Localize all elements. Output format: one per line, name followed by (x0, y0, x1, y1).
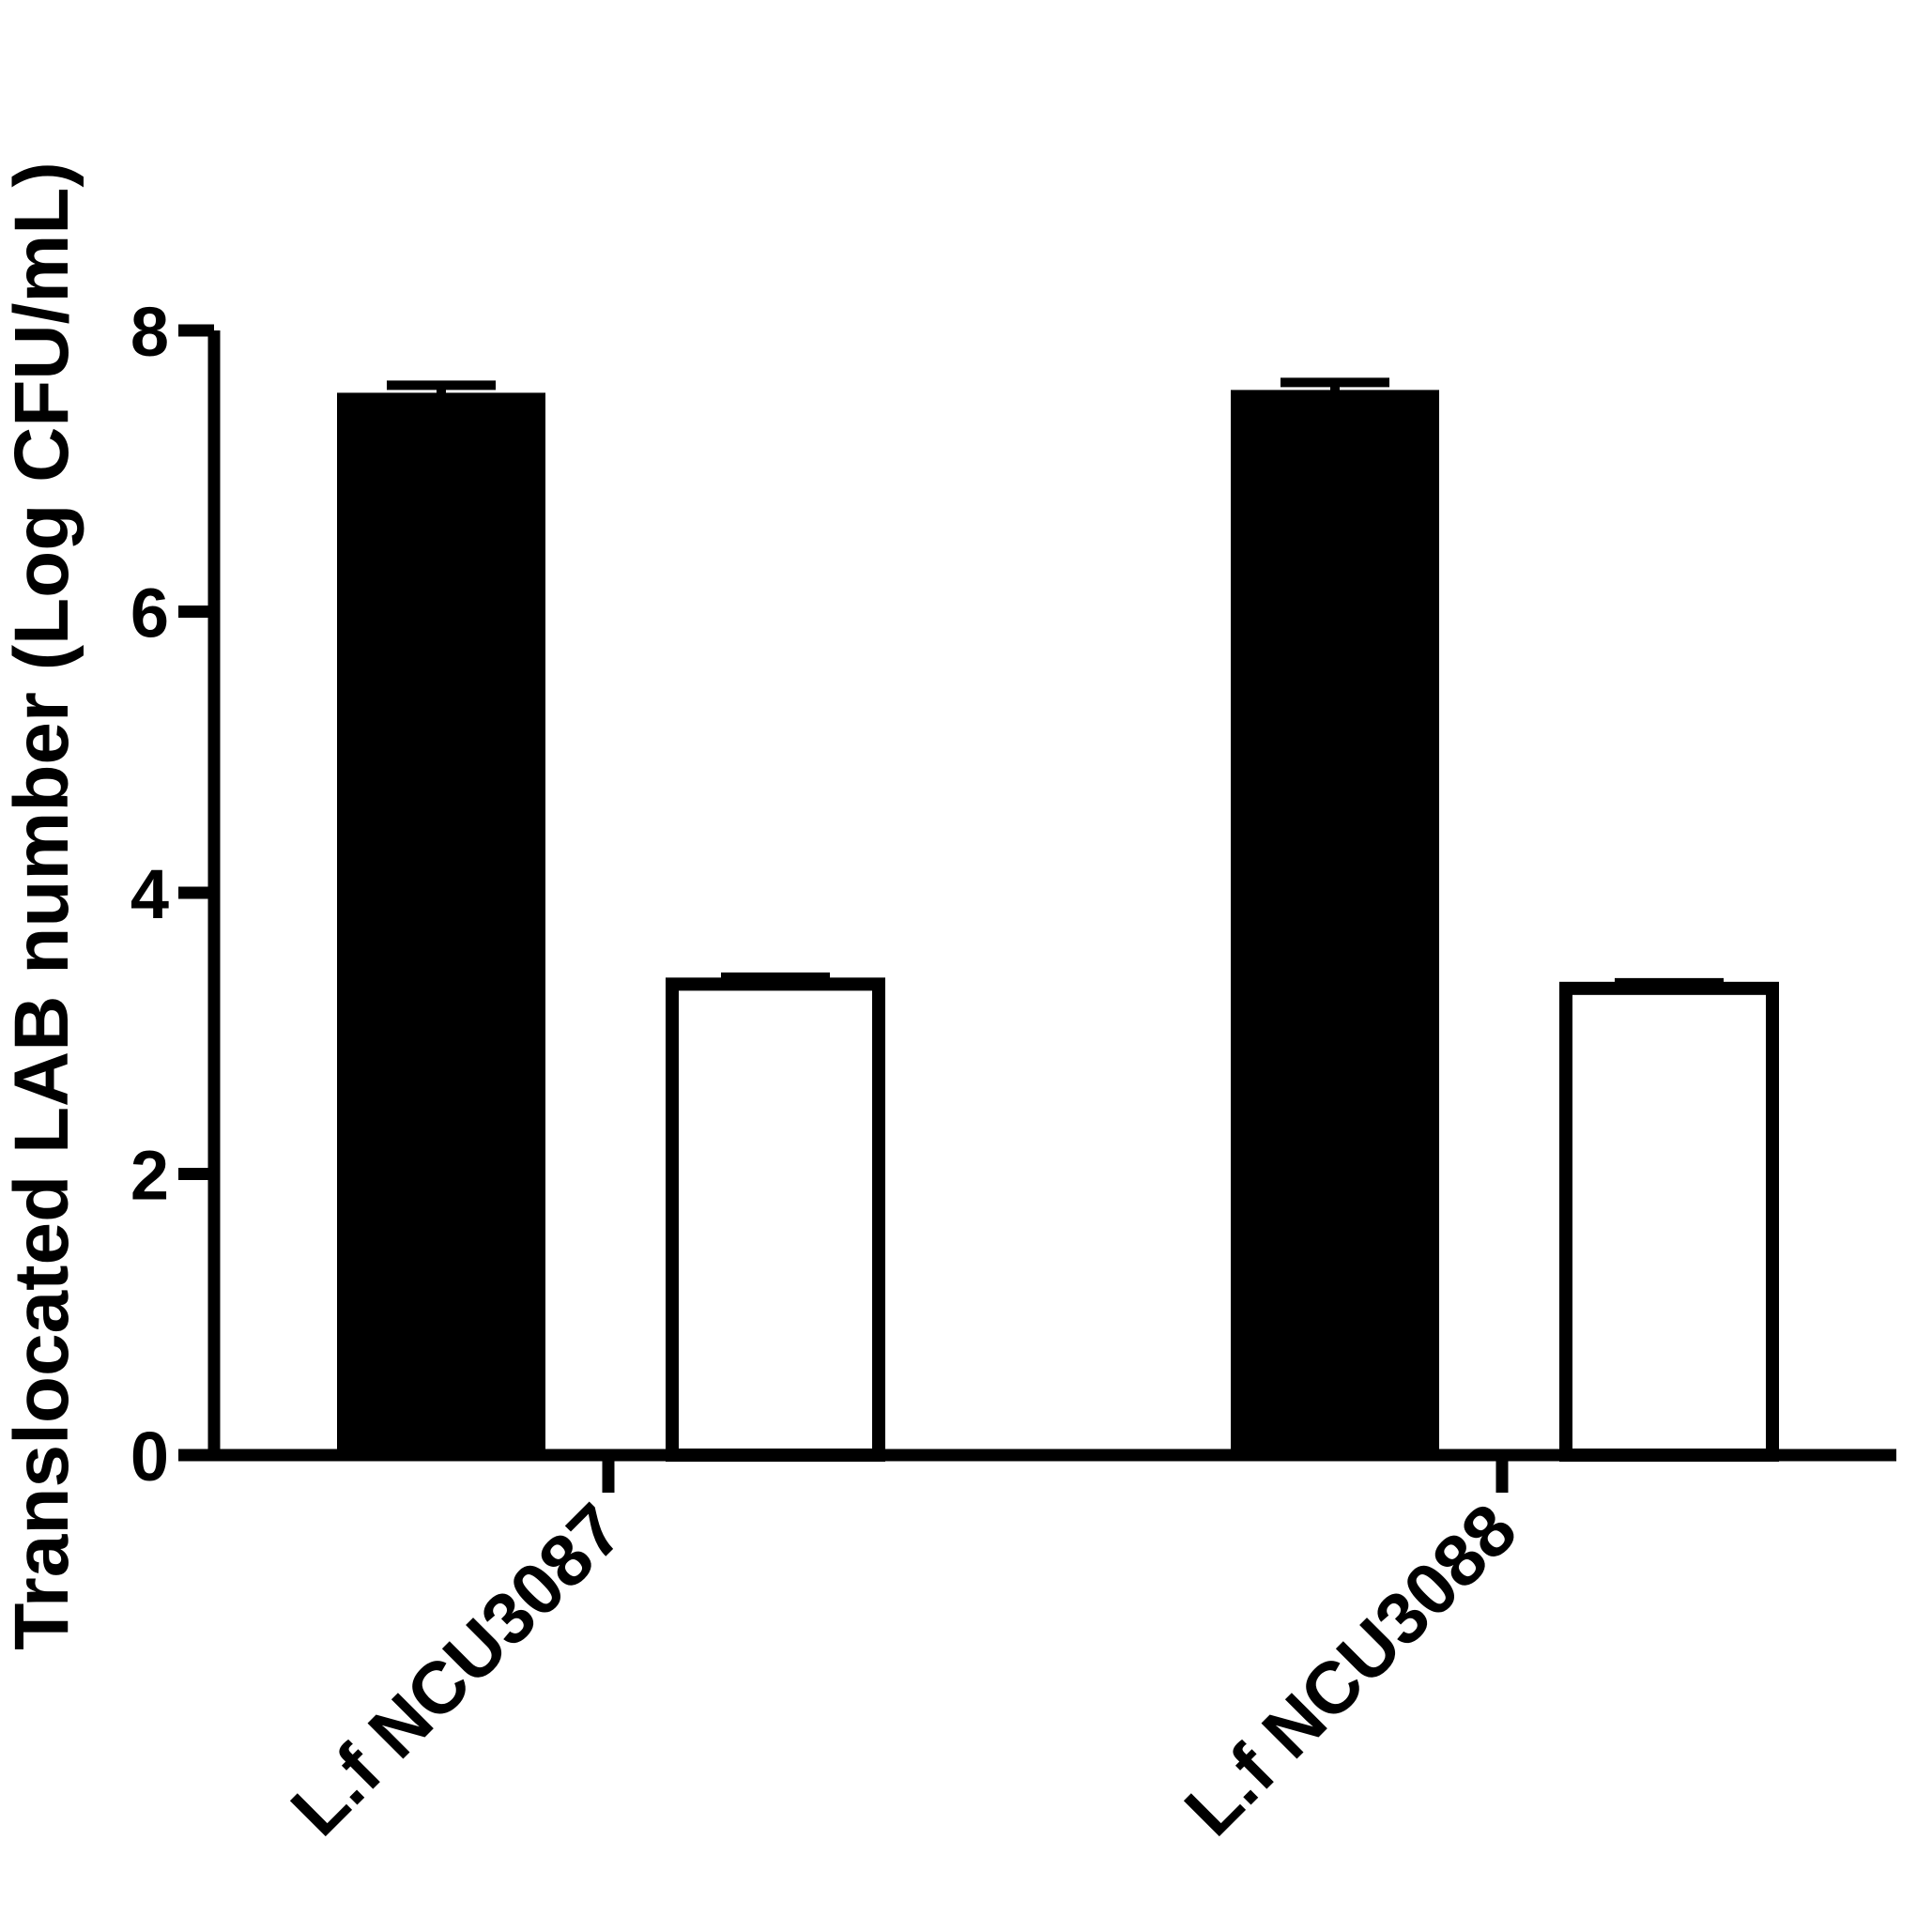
bars (337, 377, 1779, 1463)
bar (1231, 390, 1439, 1457)
bar (1559, 981, 1779, 1462)
bar (337, 392, 545, 1457)
y-tick-label: 2 (130, 1137, 169, 1215)
y-tick-label: 8 (130, 293, 169, 371)
y-tick-label: 6 (130, 575, 169, 652)
x-tick-label: L.f NCU3087 (275, 1488, 638, 1851)
bar (666, 977, 885, 1463)
y-tick-label: 4 (130, 855, 169, 933)
y-axis-label: Translocated LAB number (Log CFU/mL) (0, 161, 84, 1649)
y-tick-label: 0 (130, 1418, 169, 1495)
x-tick-label: L.f NCU3088 (1169, 1488, 1532, 1851)
